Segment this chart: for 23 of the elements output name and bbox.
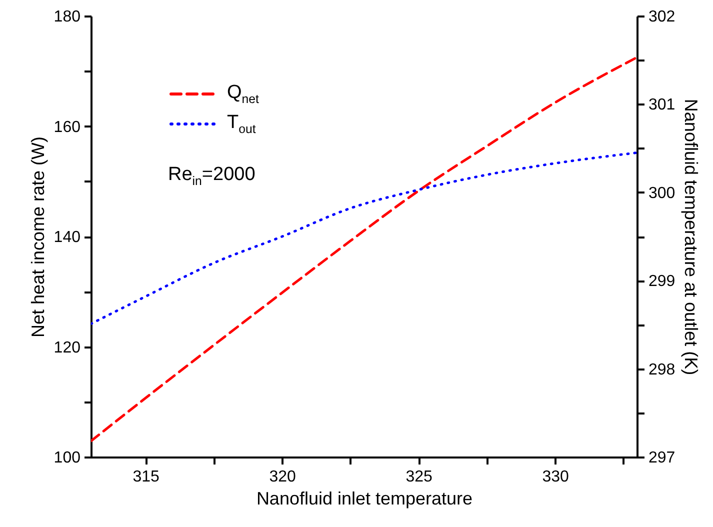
- x-tick-label: 320: [269, 468, 296, 486]
- y-tick-label: 140: [54, 229, 81, 246]
- y-tick-label: 100: [54, 450, 81, 466]
- x-tick-label: 325: [406, 468, 433, 486]
- y2-tick-label: 301: [648, 96, 676, 114]
- y2-axis-title: Nanofluid temperature at outlet (K): [681, 98, 702, 376]
- y-tick-label: 180: [54, 8, 81, 26]
- line-series: [91, 151, 637, 326]
- legend-label: T$_{out}$: [227, 112, 256, 136]
- x-tick-label: 330: [542, 468, 570, 486]
- y2-tick-label: 299: [648, 273, 676, 290]
- x-tick-label: 315: [132, 468, 160, 486]
- y2-tick-label: 300: [648, 184, 676, 202]
- line-series: [91, 56, 637, 442]
- annotation: Re$_{in}$=2000: [168, 164, 256, 188]
- y-axis-title: Net heat income rate (W): [28, 136, 48, 338]
- y2-tick-label: 297: [648, 450, 676, 466]
- y-tick-label: 160: [54, 118, 81, 136]
- y-tick-label: 120: [54, 339, 81, 356]
- legend-label: Q$_{net}$: [227, 82, 259, 106]
- x-axis-title: Nanofluid inlet temperature: [256, 488, 473, 508]
- y2-tick-label: 302: [648, 8, 676, 26]
- y2-tick-label: 298: [648, 361, 676, 378]
